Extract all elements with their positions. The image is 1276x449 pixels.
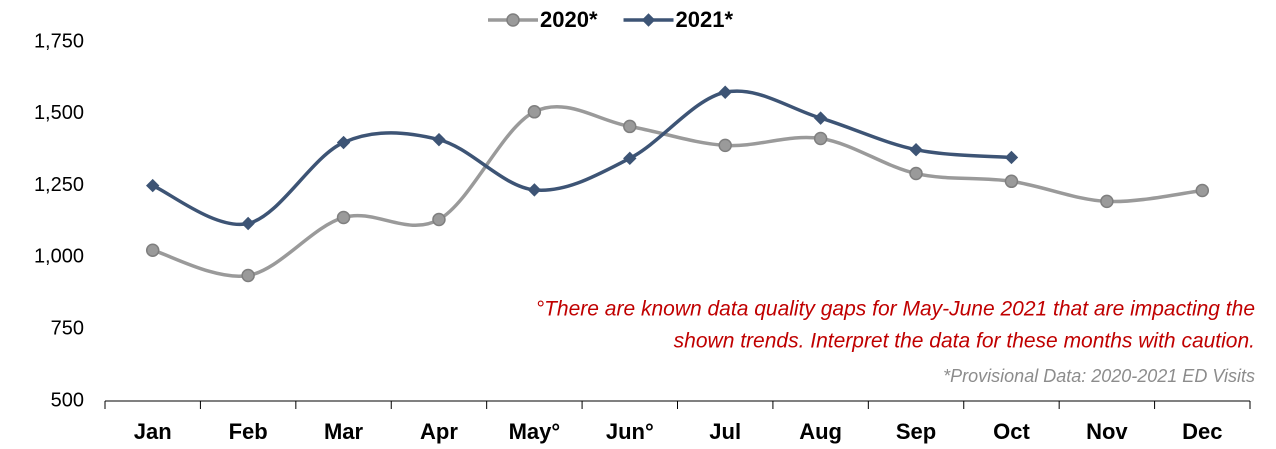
x-tick-label: Dec <box>1182 419 1222 444</box>
annotation: °There are known data quality gaps for M… <box>536 298 1255 321</box>
marker <box>336 210 351 225</box>
y-tick-label: 1,750 <box>34 30 84 52</box>
marker <box>506 13 520 27</box>
marker <box>146 178 160 193</box>
marker <box>623 151 637 166</box>
series-line <box>151 89 1012 227</box>
x-tick-label: Jul <box>709 419 741 444</box>
legend-label: 2021* <box>676 7 734 32</box>
x-tick-label: Mar <box>324 419 364 444</box>
y-tick-label: 1,500 <box>34 102 84 124</box>
marker <box>527 105 542 119</box>
marker <box>241 268 255 283</box>
x-tick-label: Aug <box>799 419 842 444</box>
series-line <box>152 105 1203 278</box>
marker <box>241 216 255 231</box>
marker <box>623 119 637 134</box>
y-tick-label: 750 <box>51 317 84 339</box>
y-tick-label: 1,250 <box>34 174 84 196</box>
marker <box>909 166 923 181</box>
source-note: *Provisional Data: 2020-2021 ED Visits <box>943 366 1255 386</box>
marker <box>145 243 160 257</box>
marker <box>718 138 732 153</box>
marker <box>909 142 923 157</box>
marker <box>813 111 828 125</box>
marker <box>527 183 542 197</box>
annotation: shown trends. Interpret the data for the… <box>674 330 1255 353</box>
x-tick-label: Nov <box>1086 419 1128 444</box>
marker <box>1004 150 1019 165</box>
marker <box>432 212 446 227</box>
marker <box>1100 194 1114 209</box>
x-tick-label: Jan <box>134 419 172 444</box>
marker <box>1195 183 1210 198</box>
x-tick-label: May° <box>509 419 561 444</box>
y-tick-label: 500 <box>51 389 84 411</box>
marker <box>813 131 828 146</box>
marker <box>336 135 351 150</box>
marker <box>718 85 732 99</box>
y-tick-label: 1,000 <box>34 246 84 268</box>
legend-label: 2020* <box>540 7 598 32</box>
x-tick-label: Apr <box>420 419 458 444</box>
x-tick-label: Sep <box>896 419 936 444</box>
marker <box>641 13 656 27</box>
x-tick-label: Oct <box>993 419 1030 444</box>
x-tick-label: Feb <box>229 419 268 444</box>
marker <box>432 132 446 147</box>
x-tick-label: Jun° <box>606 419 654 444</box>
marker <box>1004 174 1019 189</box>
